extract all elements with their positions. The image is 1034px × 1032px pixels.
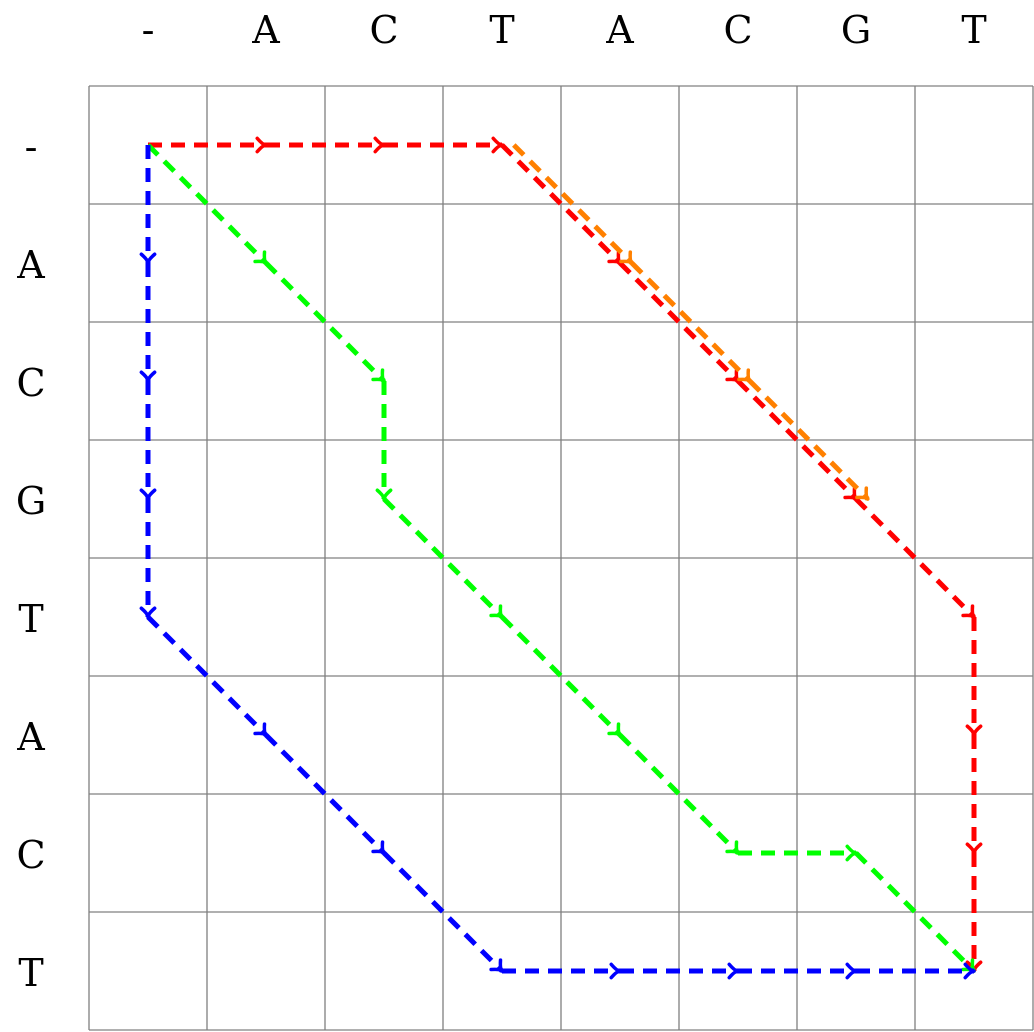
arrowhead [963, 962, 976, 980]
row-label: A [16, 715, 45, 759]
column-label: T [489, 8, 514, 52]
path-segment [146, 143, 268, 265]
alignment-path [146, 143, 976, 973]
column-label: A [251, 8, 280, 52]
path-segment [736, 379, 858, 501]
column-labels: - A C T A C G T [142, 8, 987, 52]
path-segment [382, 497, 504, 619]
column-label: A [605, 8, 634, 52]
alignment-path [148, 136, 983, 973]
path-segment [382, 851, 504, 973]
column-label: C [369, 8, 398, 52]
path-segment [854, 851, 976, 973]
path-segment [854, 497, 976, 619]
alignment-path [512, 143, 870, 501]
path-segment [618, 733, 740, 855]
row-label: C [16, 361, 45, 405]
row-label: C [16, 833, 45, 877]
column-label: - [142, 8, 155, 52]
path-segment [512, 143, 634, 265]
arrowhead [855, 486, 870, 501]
column-label: G [841, 8, 871, 52]
path-segment [500, 143, 622, 265]
alignment-path [139, 145, 976, 980]
path-segment [500, 615, 622, 737]
column-label: C [723, 8, 752, 52]
row-label: A [16, 243, 45, 287]
row-label: T [18, 597, 43, 641]
path-segment [146, 615, 268, 737]
path-segment [748, 379, 870, 501]
path-segment [264, 261, 386, 383]
column-label: T [961, 8, 986, 52]
path-segment [630, 261, 752, 383]
row-labels: - A C G T A C T [16, 125, 46, 995]
alignment-paths [139, 136, 983, 980]
grid [88, 85, 1034, 1031]
path-segment [618, 261, 740, 383]
row-label: - [25, 125, 38, 169]
path-segment [264, 733, 386, 855]
row-label: G [16, 479, 46, 523]
row-label: T [18, 951, 43, 995]
